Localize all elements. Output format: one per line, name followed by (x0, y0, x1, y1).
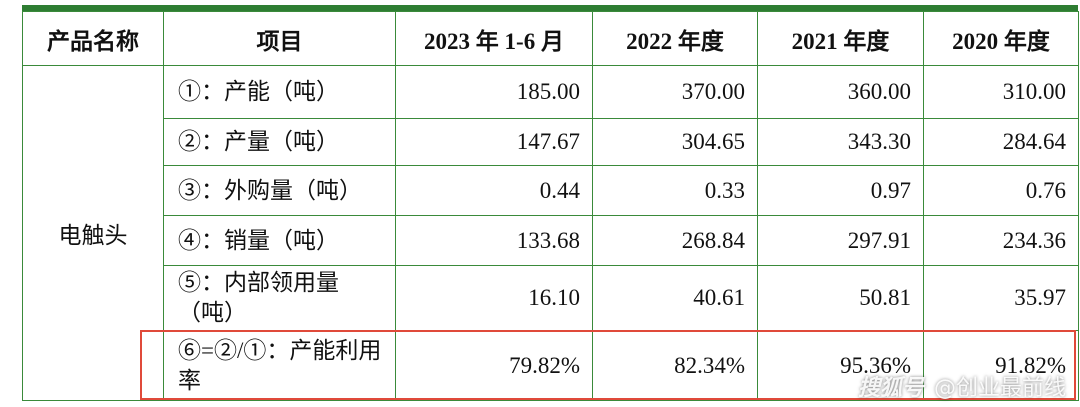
top-rule (22, 5, 1078, 11)
item-cell: ④：销量（吨） (163, 215, 396, 266)
table-row: ②：产量（吨） 147.67 304.65 343.30 284.64 (23, 118, 1079, 166)
header-cell: 2021 年度 (757, 11, 924, 66)
table-row: 电触头 ①：产能（吨） 185.00 370.00 360.00 310.00 (22, 65, 1079, 401)
value-cell: 268.84 (592, 215, 758, 266)
value-cell: 147.67 (395, 118, 593, 166)
watermark: 搜狐号 @创业最前线 (858, 370, 1066, 402)
product-cell: 电触头 (22, 65, 164, 401)
table-row: ③：外购量（吨） 0.44 0.33 0.97 0.76 (23, 165, 1079, 216)
value-cell: 360.00 (757, 65, 924, 119)
value-cell: 0.76 (923, 165, 1079, 216)
value-cell: 0.97 (757, 165, 924, 216)
item-cell: ⑥=②/①：产能利用率 (163, 330, 396, 401)
header-cell: 产品名称 (22, 11, 164, 66)
value-cell: 133.68 (395, 215, 593, 266)
value-cell: 91.82% (923, 330, 1079, 401)
value-cell: 35.97 (923, 265, 1079, 331)
value-cell: 297.91 (757, 215, 924, 266)
value-cell: 185.00 (395, 65, 593, 119)
value-cell: 50.81 (757, 265, 924, 331)
value-cell: 79.82% (395, 330, 593, 401)
header-row: 产品名称 项目 2023 年 1-6 月 2022 年度 2021 年度 2020 年度 (22, 11, 1079, 66)
watermark-logo: 搜狐号 (857, 376, 924, 401)
data-table: 产品名称 项目 2023 年 1-6 月 2022 年度 2021 年度 2020 年度 … (22, 11, 1079, 401)
header-cell: 2023 年 1-6 月 (395, 11, 593, 66)
item-cell: ②：产量（吨） (163, 118, 396, 166)
value-cell: 40.61 (592, 265, 758, 331)
table-row: ⑤：内部领用量（吨） 16.10 40.61 50.81 35.97 (23, 265, 1079, 331)
item-cell: ①：产能（吨） (163, 65, 396, 119)
item-cell: ⑤：内部领用量（吨） (163, 265, 396, 331)
value-cell: 310.00 (923, 65, 1079, 119)
value-cell: 343.30 (757, 118, 924, 166)
value-cell: 304.65 (592, 118, 758, 166)
value-cell: 0.44 (395, 165, 593, 216)
header-cell: 2022 年度 (592, 11, 758, 66)
item-cell: ③：外购量（吨） (163, 165, 396, 216)
header-cell: 项目 (163, 11, 396, 66)
table-row: ⑥=②/①：产能利用率 79.82% 82.34% 95.36% 91.82% (23, 330, 1079, 401)
value-cell: 370.00 (592, 65, 758, 119)
watermark-text: @创业最前线 (933, 376, 1066, 401)
value-cell: 234.36 (923, 215, 1079, 266)
table-body: 电触头 ①：产能（吨） 185.00 370.00 360.00 310.00 ②：产量（吨… (22, 65, 1079, 401)
header-cell: 2020 年度 (923, 11, 1079, 66)
table-row: ④：销量（吨） 133.68 268.84 297.91 234.36 (23, 215, 1079, 266)
value-cell: 82.34% (592, 330, 758, 401)
value-cell: 284.64 (923, 118, 1079, 166)
value-cell: 16.10 (395, 265, 593, 331)
value-cell: 0.33 (592, 165, 758, 216)
